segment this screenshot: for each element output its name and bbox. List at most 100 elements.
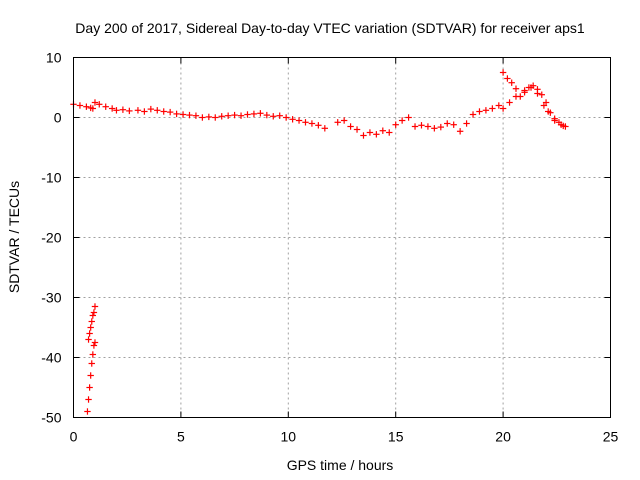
data-point [499, 69, 507, 76]
data-point [86, 384, 93, 391]
data-point [504, 75, 511, 82]
data-point [506, 99, 513, 106]
data-point [555, 119, 563, 126]
data-point [86, 330, 93, 337]
data-point [89, 351, 97, 358]
data-point [469, 111, 477, 118]
y-axis-label: SDTVAR / TECUs [6, 181, 22, 293]
data-point [308, 120, 316, 127]
data-point [237, 112, 245, 119]
y-tick-label: -20 [41, 230, 61, 246]
data-point [499, 105, 507, 112]
data-point [90, 342, 98, 349]
x-tick-label: 0 [70, 429, 78, 445]
data-point [250, 110, 258, 118]
data-point [84, 408, 91, 415]
data-point [141, 108, 148, 115]
data-point [87, 324, 94, 331]
data-point [218, 113, 225, 120]
data-point [113, 107, 120, 114]
data-point [482, 107, 490, 114]
data-point [542, 99, 550, 106]
data-point [315, 122, 322, 129]
data-point [244, 111, 251, 118]
data-point [373, 131, 380, 138]
data-point [205, 113, 213, 121]
data-point [321, 125, 329, 132]
data-point [418, 122, 425, 129]
data-point [270, 113, 277, 120]
data-point [134, 107, 142, 114]
data-point [411, 123, 419, 130]
data-point [212, 114, 219, 121]
data-point [282, 114, 290, 121]
data-point [88, 360, 95, 367]
data-point [224, 112, 232, 119]
data-point [547, 109, 554, 116]
data-point [192, 112, 200, 119]
data-point [517, 93, 524, 100]
x-tick-label: 15 [388, 429, 404, 445]
data-point [119, 106, 127, 113]
data-point [386, 129, 393, 136]
y-tick-label: -10 [41, 170, 61, 186]
data-point [126, 107, 133, 115]
data-point [534, 86, 541, 93]
data-point [489, 105, 496, 112]
y-tick-label: -40 [41, 350, 61, 366]
data-point [76, 102, 84, 109]
data-point [437, 123, 445, 131]
data-point [91, 99, 99, 106]
data-point [450, 121, 457, 128]
data-point [347, 123, 354, 130]
data-point [89, 312, 97, 319]
data-point [96, 101, 103, 108]
data-point [302, 119, 309, 126]
data-point [108, 105, 116, 112]
data-point [91, 303, 99, 310]
data-point [289, 116, 296, 123]
y-tick-label: -50 [41, 410, 61, 426]
grid [73, 57, 611, 418]
data-point [166, 108, 174, 116]
data-point [512, 85, 520, 92]
data-point [87, 372, 94, 379]
data-point [538, 91, 545, 98]
data-point [405, 114, 412, 121]
data-point [508, 79, 515, 86]
data-point [392, 121, 399, 128]
data-point [257, 110, 264, 117]
data-point [379, 127, 387, 134]
data-point [199, 114, 206, 121]
chart-title: Day 200 of 2017, Sidereal Day-to-day VTE… [75, 20, 585, 36]
data-point [353, 126, 361, 133]
x-tick-label: 20 [495, 429, 511, 445]
y-tick-label: 10 [46, 50, 62, 66]
data-point [431, 125, 438, 132]
data-point [424, 123, 432, 130]
data-point [154, 107, 161, 114]
tick-labels: 0 5 10 15 20 25 10 0 -10 -20 -30 -40 -50 [41, 50, 618, 445]
x-axis-label: GPS time / hours [287, 457, 394, 473]
data-point [551, 115, 558, 122]
data-point [85, 336, 92, 343]
data-point [88, 318, 95, 325]
data-point [85, 396, 92, 403]
data-point [186, 111, 193, 119]
data-point [560, 122, 567, 130]
x-tick-label: 5 [177, 429, 185, 445]
data-point [90, 309, 98, 316]
data-point [89, 105, 97, 112]
data-point [444, 120, 451, 127]
data-point [476, 108, 483, 115]
data-point [102, 103, 109, 110]
data-point [160, 108, 167, 115]
data-point [263, 111, 271, 119]
data-point [276, 112, 283, 119]
data-point [340, 117, 348, 124]
data-point [83, 103, 90, 110]
data-point [398, 117, 406, 124]
y-tick-label: -30 [41, 290, 61, 306]
data-point [366, 129, 374, 136]
